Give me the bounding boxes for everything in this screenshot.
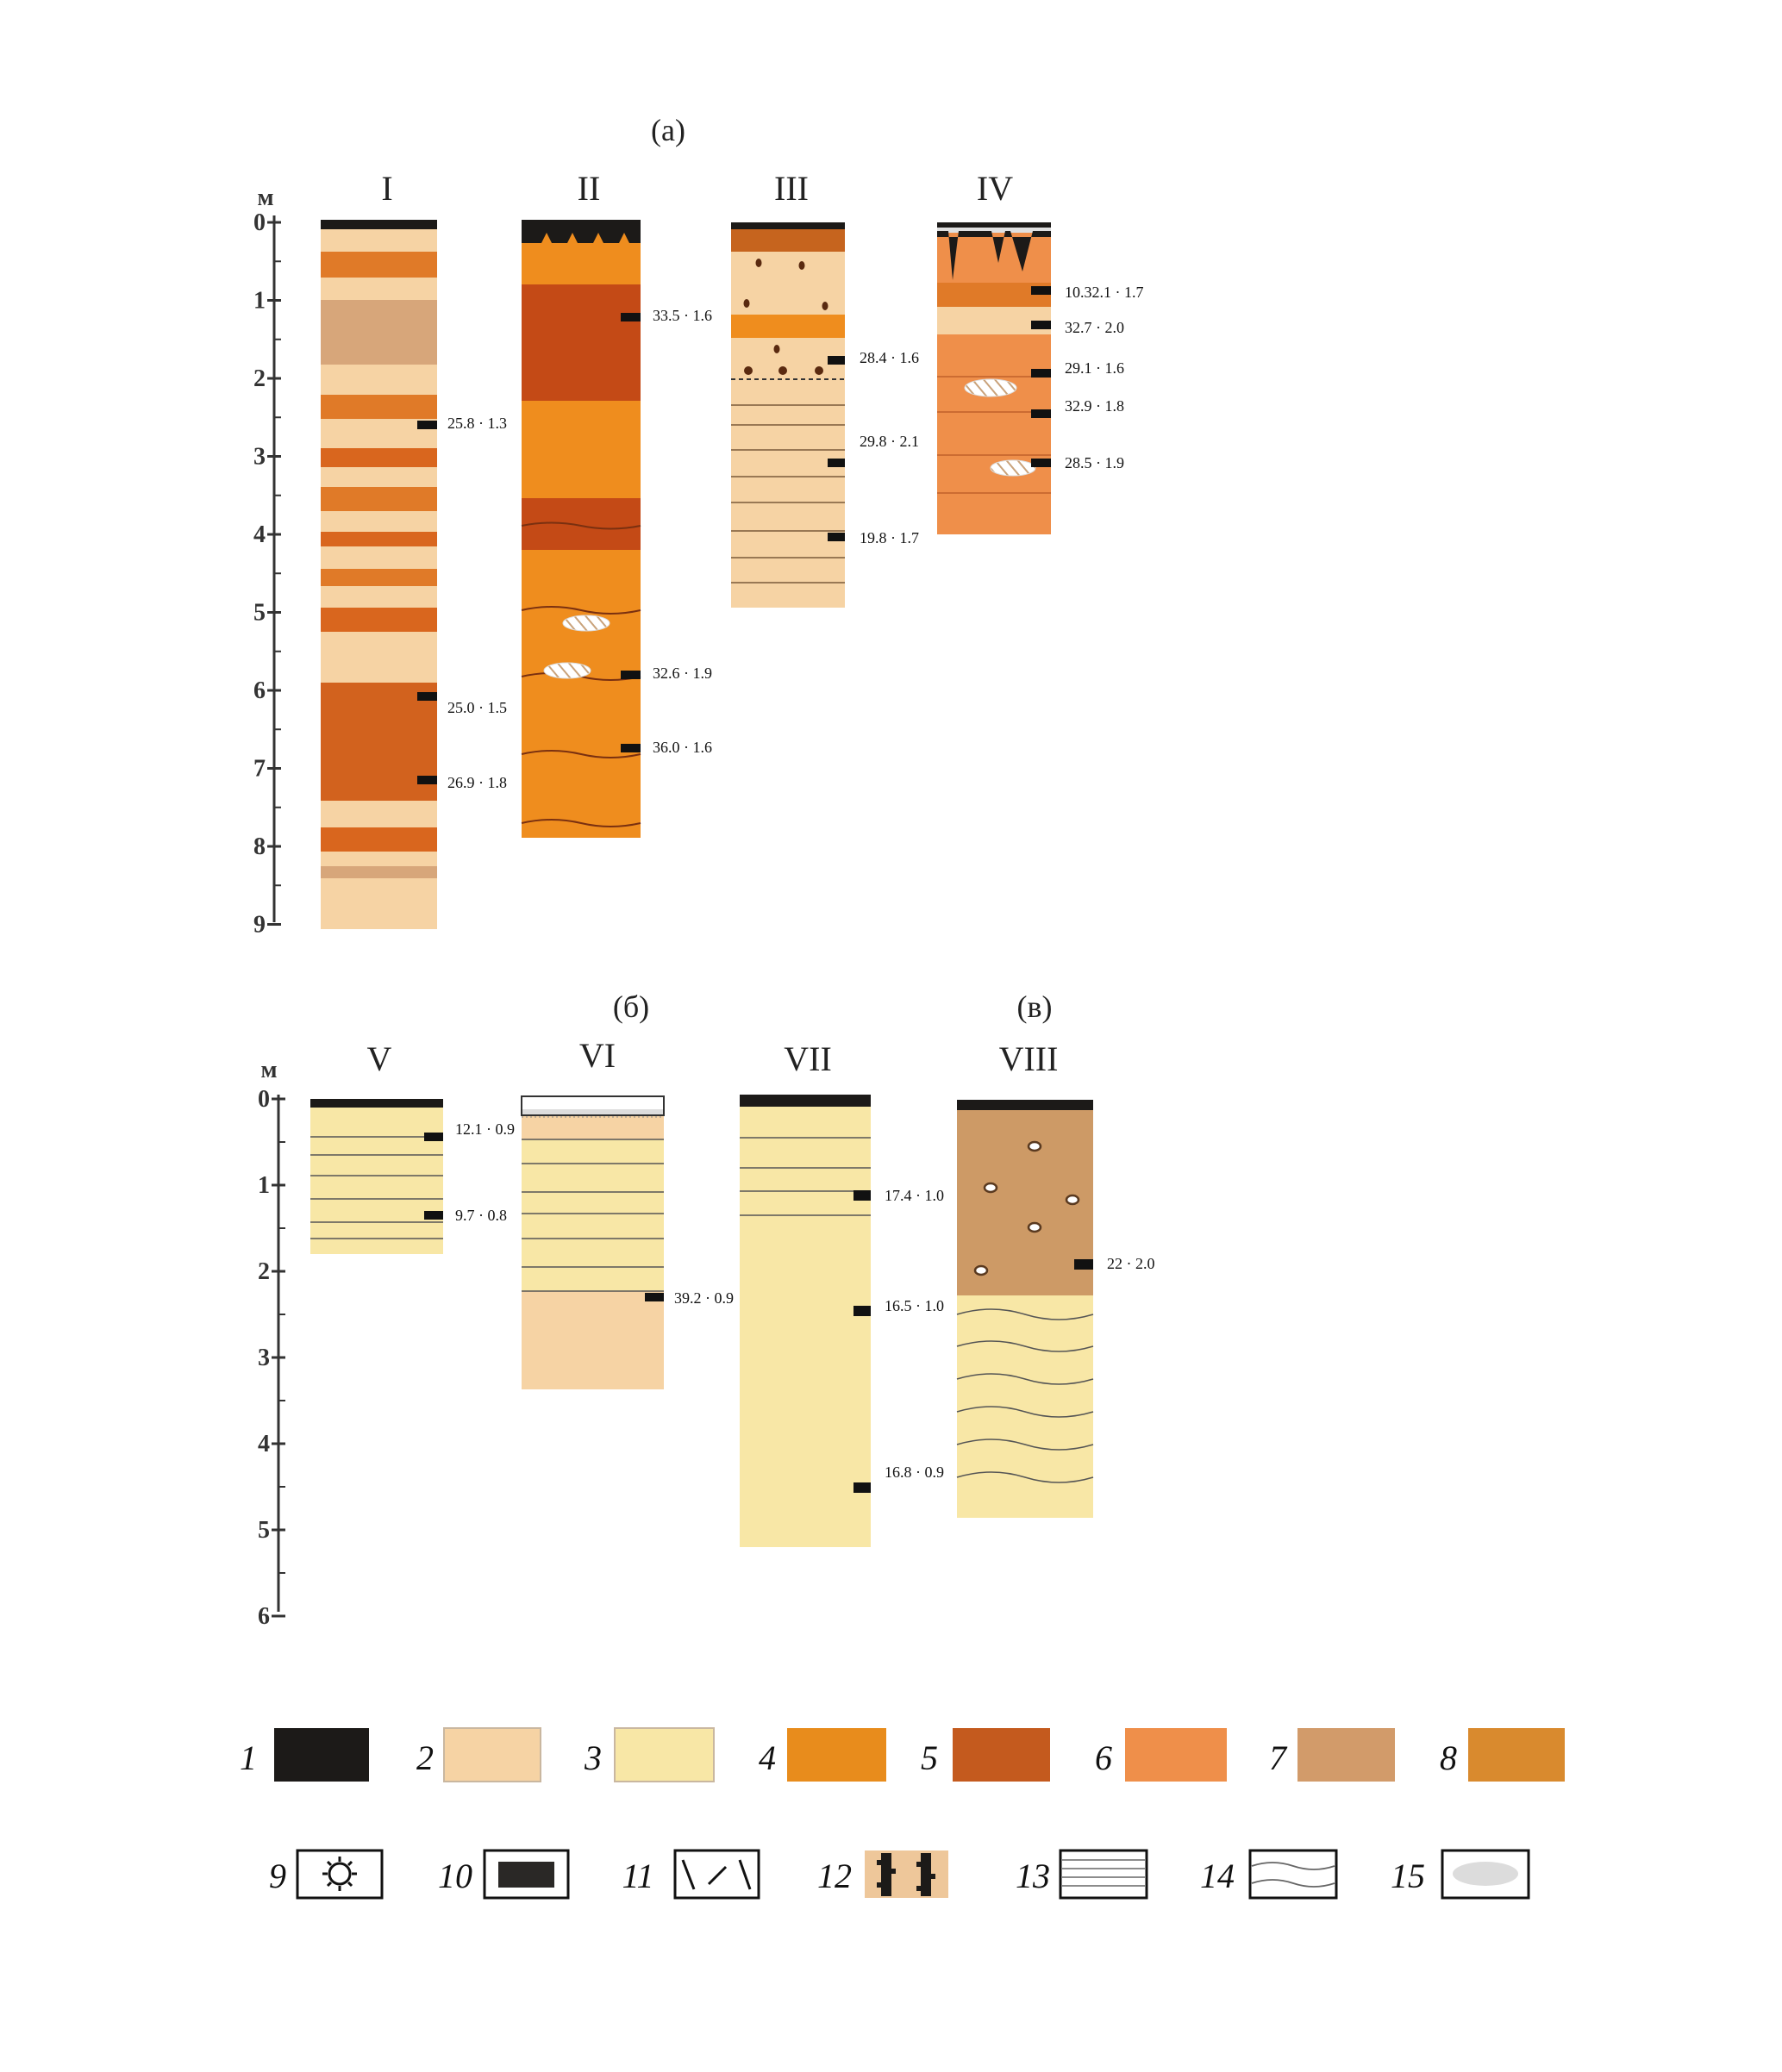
sample-label: 36.0 · 1.6 — [653, 739, 712, 756]
sample-label: 12.1 · 0.9 — [455, 1120, 515, 1138]
sample-label: 25.8 · 1.3 — [447, 415, 507, 432]
sample-label: 10.32.1 · 1.7 — [1065, 284, 1144, 301]
sample-label: 26.9 · 1.8 — [447, 774, 507, 791]
column-label-III: III — [774, 169, 809, 208]
sample-marker-icon — [498, 1862, 554, 1888]
legend-number: 13 — [1016, 1857, 1050, 1895]
axis-tick-label: 4 — [253, 521, 266, 548]
legend-swatch — [614, 1727, 715, 1782]
column-label-VIII: VIII — [999, 1039, 1059, 1078]
axis-tick-label: 0 — [258, 1086, 270, 1113]
section-column-II — [521, 220, 641, 838]
legend-number: 8 — [1440, 1738, 1457, 1777]
sample-label: 16.8 · 0.9 — [885, 1464, 944, 1481]
legend-number: 12 — [817, 1857, 852, 1895]
sample-label: 32.9 · 1.8 — [1065, 397, 1124, 415]
column-label-VII: VII — [784, 1039, 832, 1078]
section-column-V — [310, 1099, 443, 1254]
legend-number: 3 — [584, 1738, 602, 1777]
sample-label: 9.7 · 0.8 — [455, 1207, 507, 1224]
axis-tick-label: 1 — [253, 288, 266, 315]
legend-number: 15 — [1391, 1857, 1425, 1895]
axis-tick-label: 1 — [258, 1172, 270, 1199]
axis-tick-label: 2 — [253, 365, 266, 392]
legend-number: 2 — [416, 1738, 434, 1777]
axis-unit-bottom: м — [260, 1057, 277, 1083]
wavy-bedding-icon — [1251, 1862, 1335, 1888]
legend-number: 1 — [240, 1738, 257, 1777]
axis-unit-top: м — [257, 184, 273, 211]
sample-label: 28.5 · 1.9 — [1065, 454, 1124, 471]
legend-number: 6 — [1095, 1738, 1112, 1777]
section-column-VIII — [956, 1100, 1094, 1518]
legend-swatch — [787, 1728, 886, 1782]
legend-number: 10 — [438, 1857, 472, 1895]
sample-label: 22 · 2.0 — [1107, 1255, 1155, 1272]
legend-swatch — [1297, 1728, 1395, 1782]
legend-swatch — [1468, 1728, 1565, 1782]
legend-number: 11 — [622, 1857, 653, 1895]
legend-number: 5 — [921, 1738, 938, 1777]
axis-tick-label: 3 — [258, 1345, 270, 1371]
crack-icon — [681, 1859, 752, 1890]
sample-label: 16.5 · 1.0 — [885, 1297, 944, 1314]
legend-number: 7 — [1269, 1738, 1288, 1777]
legend-swatch-soil — [274, 1728, 369, 1782]
column-label-IV: IV — [977, 169, 1013, 208]
concretion-icon — [322, 1857, 357, 1891]
axis-tick-label: 5 — [253, 600, 266, 627]
sample-label: 28.4 · 1.6 — [860, 349, 919, 366]
panel-b-title: (б) — [613, 989, 649, 1024]
column-label-V: V — [367, 1039, 392, 1078]
axis-tick-label: 7 — [253, 756, 266, 783]
sample-label: 29.1 · 1.6 — [1065, 359, 1124, 377]
panel-v-title: (в) — [1017, 989, 1053, 1024]
column-label-VI: VI — [579, 1036, 616, 1075]
legend-swatch — [953, 1728, 1050, 1782]
sample-label: 32.7 · 2.0 — [1065, 319, 1124, 336]
axis-tick-label: 8 — [253, 833, 266, 860]
axis-tick-label: 6 — [253, 677, 266, 704]
root-traces-icon — [877, 1853, 935, 1896]
column-label-II: II — [578, 169, 601, 208]
legend: 1 2 3 4 5 6 7 8 9 10 11 — [240, 1727, 1565, 1900]
column-label-I: I — [381, 169, 392, 208]
axis-tick-label: 9 — [253, 912, 266, 939]
axis-tick-label: 4 — [258, 1431, 270, 1457]
sample-label: 19.8 · 1.7 — [860, 529, 919, 546]
legend-swatch — [443, 1727, 541, 1782]
section-column-VI — [521, 1095, 665, 1389]
sample-label: 39.2 · 0.9 — [674, 1289, 734, 1307]
legend-number: 9 — [269, 1857, 286, 1895]
axis-tick-label: 3 — [253, 444, 266, 471]
section-column-I — [321, 220, 437, 929]
axis-tick-label: 5 — [258, 1517, 270, 1544]
section-column-III — [731, 222, 845, 608]
panel-a-title: (а) — [651, 113, 685, 147]
sample-label: 17.4 · 1.0 — [885, 1187, 944, 1204]
section-column-IV — [937, 222, 1051, 534]
sample-label: 33.5 · 1.6 — [653, 307, 712, 324]
sample-label: 29.8 · 2.1 — [860, 433, 919, 450]
lens-inclusion-icon — [1453, 1862, 1518, 1886]
section-column-VII — [740, 1095, 871, 1547]
depth-axis-top: м 0 1 2 3 4 5 6 7 8 9 — [253, 184, 281, 939]
legend-number: 4 — [759, 1738, 776, 1777]
sample-label: 32.6 · 1.9 — [653, 665, 712, 682]
axis-tick-label: 2 — [258, 1258, 270, 1285]
legend-number: 14 — [1200, 1857, 1235, 1895]
horizontal-bedding-icon — [1062, 1859, 1145, 1887]
axis-tick-label: 0 — [253, 209, 266, 236]
legend-swatch — [1125, 1728, 1227, 1782]
axis-tick-label: 6 — [258, 1603, 270, 1630]
sample-label: 25.0 · 1.5 — [447, 699, 507, 716]
depth-axis-bottom: м 0 1 2 3 4 5 6 — [258, 1057, 285, 1630]
